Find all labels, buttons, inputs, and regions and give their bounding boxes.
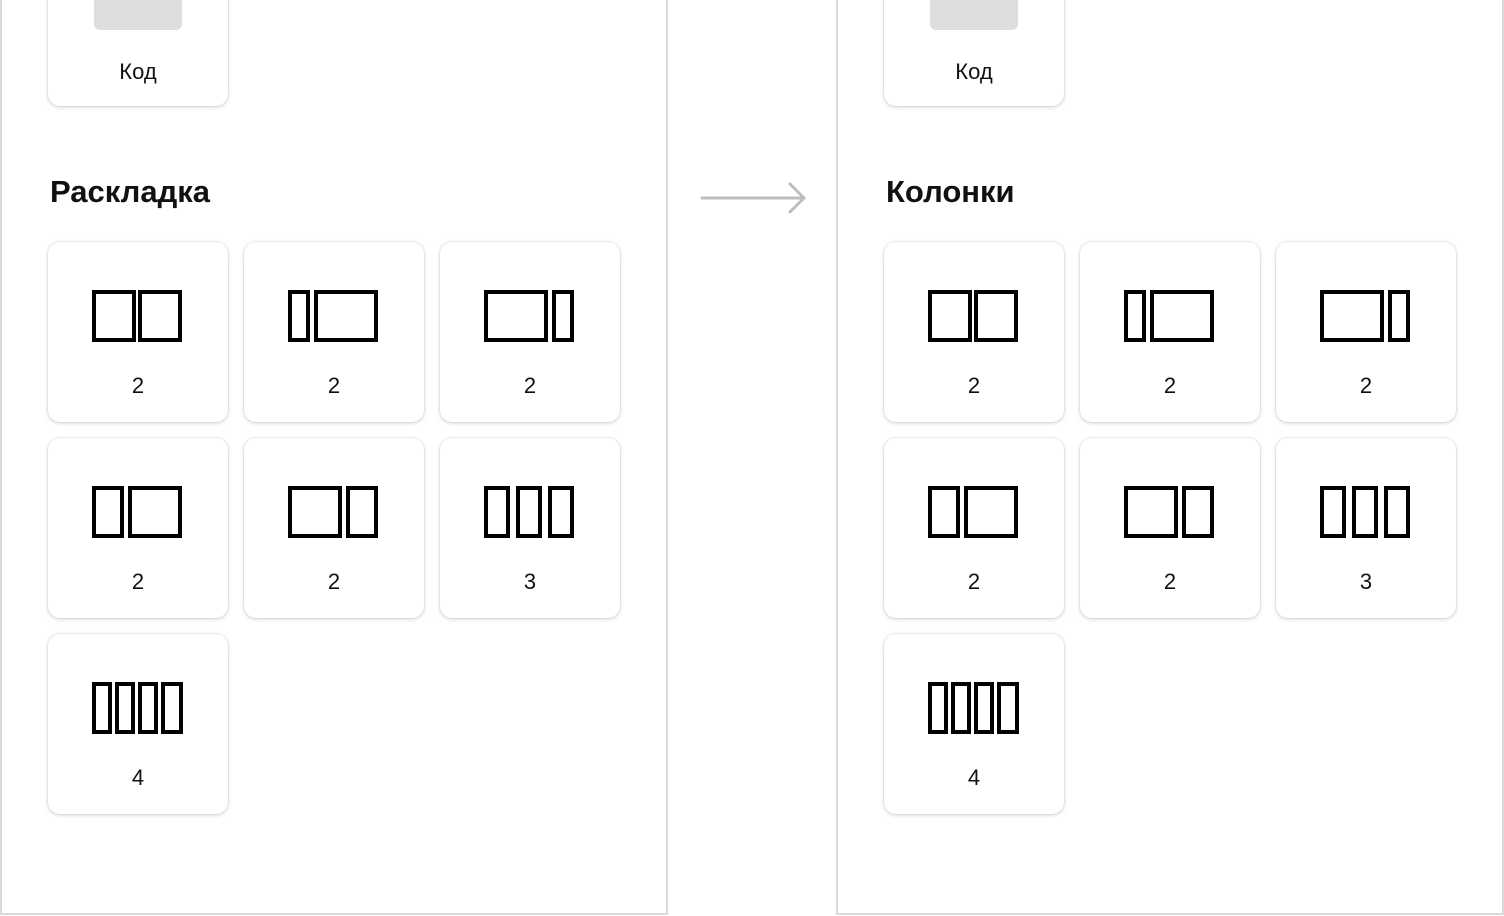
layout-card[interactable]: 2 [1080, 242, 1260, 422]
two-thirds-one-third-columns-icon [1080, 486, 1260, 540]
layout-card[interactable]: 2 [1080, 438, 1260, 618]
four-columns-icon [884, 682, 1064, 736]
layout-card[interactable]: 2 [440, 242, 620, 422]
block-card-code[interactable]: Код [48, 0, 228, 106]
arrow-right-icon [700, 180, 810, 219]
one-third-two-thirds-columns-icon [884, 486, 1064, 540]
column-count: 2 [327, 373, 341, 398]
column-count: 2 [967, 569, 981, 594]
layout-card[interactable]: 2 [244, 242, 424, 422]
block-card-code[interactable]: Код [884, 0, 1064, 106]
layout-card[interactable]: 2 [48, 438, 228, 618]
three-columns-icon [440, 486, 620, 540]
panel-before: Код Раскладка 2 2 2 2 [0, 0, 668, 915]
layout-card[interactable]: 2 [244, 438, 424, 618]
wide-narrow-columns-icon [1276, 290, 1456, 344]
block-card-label: Код [955, 59, 993, 84]
panel-after: Код Колонки 2 2 2 2 [836, 0, 1504, 915]
column-count: 2 [1163, 569, 1177, 594]
column-count: 2 [523, 373, 537, 398]
block-card-label: Код [119, 59, 157, 84]
narrow-wide-columns-icon [1080, 290, 1260, 344]
column-count: 2 [1359, 373, 1373, 398]
one-third-two-thirds-columns-icon [48, 486, 228, 540]
code-thumbnail [94, 0, 182, 30]
layout-card[interactable]: 4 [48, 634, 228, 814]
section-title: Раскладка [50, 174, 211, 209]
column-count: 2 [967, 373, 981, 398]
layout-card[interactable]: 4 [884, 634, 1064, 814]
column-count: 2 [131, 569, 145, 594]
layout-card[interactable]: 3 [1276, 438, 1456, 618]
two-equal-columns-icon [884, 290, 1064, 344]
layout-card[interactable]: 2 [48, 242, 228, 422]
layout-card[interactable]: 3 [440, 438, 620, 618]
column-count: 3 [1359, 569, 1373, 594]
two-thirds-one-third-columns-icon [244, 486, 424, 540]
layout-card[interactable]: 2 [884, 242, 1064, 422]
three-columns-icon [1276, 486, 1456, 540]
column-count: 3 [523, 569, 537, 594]
narrow-wide-columns-icon [244, 290, 424, 344]
section-title: Колонки [886, 174, 1015, 209]
column-count: 4 [131, 765, 145, 790]
column-count: 2 [327, 569, 341, 594]
code-thumbnail [930, 0, 1018, 30]
layout-card[interactable]: 2 [884, 438, 1064, 618]
column-count: 2 [1163, 373, 1177, 398]
wide-narrow-columns-icon [440, 290, 620, 344]
column-count: 4 [967, 765, 981, 790]
four-columns-icon [48, 682, 228, 736]
layout-card[interactable]: 2 [1276, 242, 1456, 422]
two-equal-columns-icon [48, 290, 228, 344]
column-count: 2 [131, 373, 145, 398]
